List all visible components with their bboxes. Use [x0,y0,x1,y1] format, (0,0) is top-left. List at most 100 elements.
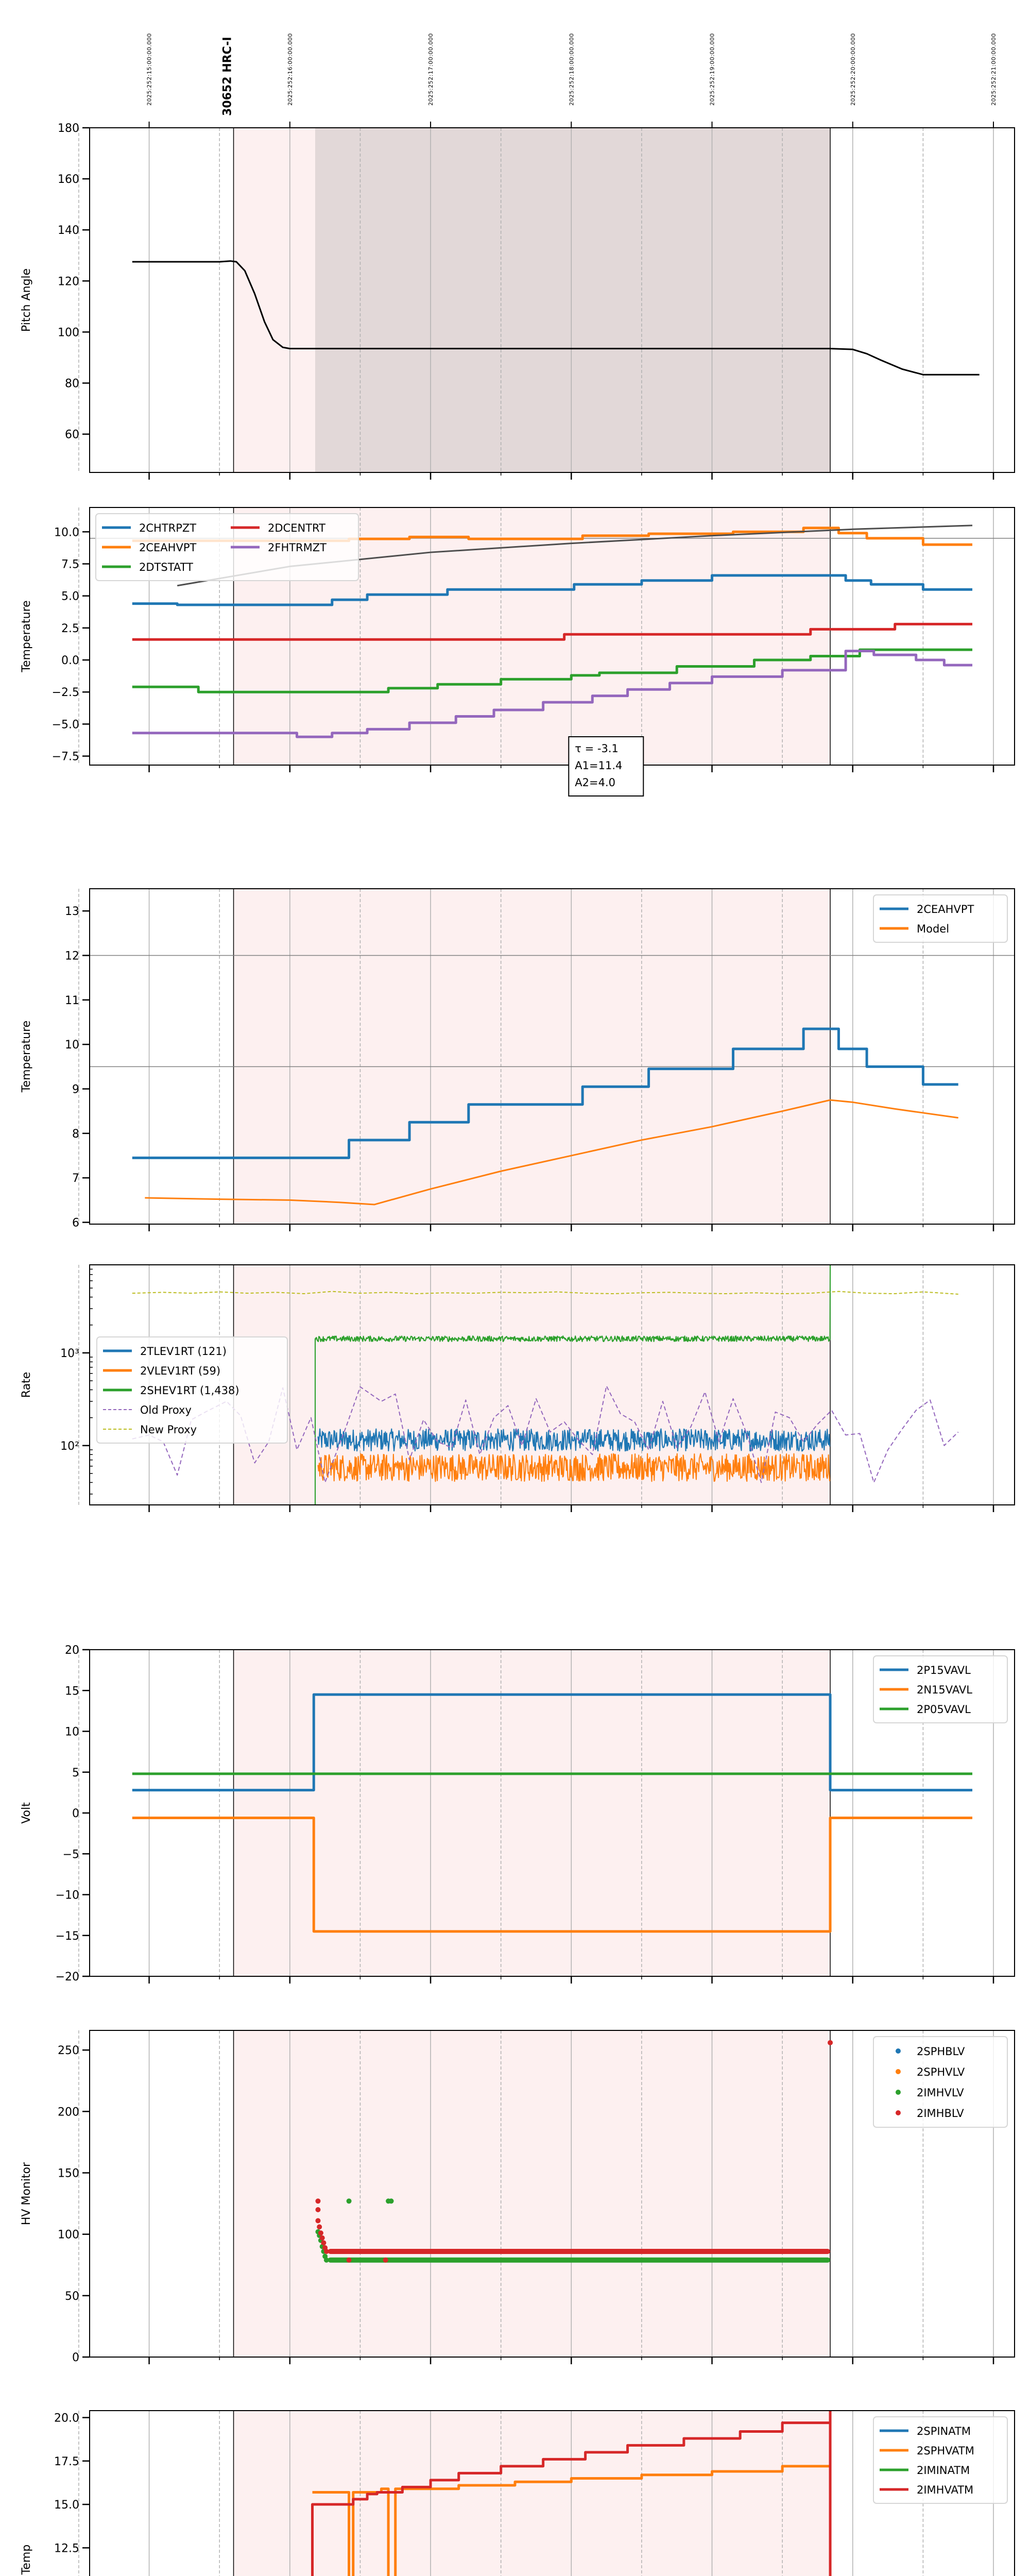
y-tick-label: −7.5 [52,751,79,764]
legend-label: 2SPHVATM [917,2445,974,2457]
y-tick-label: 200 [58,2106,79,2119]
legend-label: 2SPHBLV [917,2045,965,2058]
data-point [317,2224,322,2230]
series-line [145,1099,958,1206]
y-tick-label: 60 [65,429,79,442]
legend-label: 2N15VAVL [917,1684,972,1696]
y-tick-label: −5.0 [52,718,79,731]
point-cluster [328,2257,831,2263]
observation-shade [233,889,831,1224]
data-point [315,2218,321,2224]
point-cluster [328,2249,831,2255]
series-line [132,1817,973,1933]
y-tick-label: 15 [65,1685,79,1698]
annotation-box [568,736,644,796]
legend-label: 2IMHBLV [917,2107,964,2120]
data-point [315,2207,321,2212]
y-tick-label: 0.0 [61,654,79,667]
data-point [319,2235,325,2241]
legend-frame [95,513,359,581]
y-tick-label: −10 [56,1889,79,1902]
y-tick-label: 8 [72,1128,79,1141]
y-tick-label: 150 [58,2167,79,2180]
y-tick-label: 9 [72,1083,79,1096]
legend-label: 2DTSTATT [139,561,193,573]
y-axis-title: Detector Temp [20,2545,33,2576]
plot-area [132,1027,958,1206]
legend-label: 2P15VAVL [917,1664,971,1676]
y-tick-label: 180 [58,122,79,135]
legend: 2CEAHVPT Model [873,894,1008,943]
observation-label: 30652 HRC-I [221,37,234,116]
y-tick-label: 5.0 [61,590,79,603]
panel-temps: −7.5 −5.0 −2.5 0.0 2.5 5.0 7.5 10.0 Temperature 2… [20,507,1015,796]
legend-label: 2IMINATM [917,2464,970,2477]
legend-label: 2VLEV1RT (59) [140,1365,220,1377]
slew-shade [315,128,831,472]
y-tick-label: 11 [65,994,79,1007]
top-time-labels: 2025:252:15:00:00.000 2025:252:16:00:00.0… [146,33,997,116]
legend-marker [896,2110,901,2115]
y-tick-label: 7.5 [61,558,79,571]
y-tick-label: 120 [58,275,79,288]
legend-label: 2FHTRMZT [268,541,327,554]
plot-area [315,2040,833,2263]
series-line [311,2411,832,2576]
y-tick-label: 7 [72,1172,79,1185]
legend-label: 2CHTRPZT [139,522,196,534]
y-axis-title: Pitch Angle [20,268,33,332]
y-tick-label: 10.0 [54,526,79,539]
legend-marker [896,2069,901,2074]
y-tick-label: 10 [65,1039,79,1052]
y-axis-title: HV Monitor [20,2162,33,2225]
y-tick-label: 10 [65,1726,79,1739]
top-time-label: 2025:252:17:00:00.000 [427,33,434,106]
series-line [132,527,973,546]
legend-frame [873,2416,1008,2504]
top-time-label: 2025:252:18:00:00.000 [568,33,575,106]
data-point [383,2257,388,2263]
legend-label: 2P05VAVL [917,1703,971,1716]
y-tick-label: −5 [63,1848,79,1861]
legend-frame [873,2036,1008,2128]
legend-label: Model [917,923,949,935]
y-tick-label: 10³ [60,1347,79,1360]
axes-frame [89,2410,1015,2576]
y-tick-label: 160 [58,173,79,186]
y-tick-label: 100 [58,326,79,339]
y-tick-label: −2.5 [52,686,79,699]
series-line [132,622,973,641]
axes-frame [89,888,1015,1225]
data-point [346,2257,352,2263]
axes-frame [89,507,1015,766]
legend: 2SPHBLV 2SPHVLV 2IMHVLV 2IMHBLV [873,2036,1008,2128]
y-axis-title: Volt [20,1802,33,1824]
top-time-label: 2025:252:20:00:00.000 [850,33,856,106]
legend-label: 2SHEV1RT (1,438) [140,1384,239,1397]
y-tick-label: 50 [65,2290,79,2303]
y-axis-title: Temperature [20,1021,33,1093]
axes-frame [89,2030,1015,2358]
axes-frame [89,1264,1015,1505]
series-line [317,1428,831,1452]
series-line [312,2465,831,2576]
y-tick-label: −15 [56,1930,79,1943]
y-tick-label: 17.5 [54,2455,79,2468]
data-point [315,2198,321,2204]
top-time-label: 2025:252:15:00:00.000 [146,33,153,106]
series-line [132,1027,958,1159]
top-time-label: 2025:252:21:00:00.000 [990,33,997,106]
y-tick-label: 12 [65,950,79,963]
plot-area [132,260,980,376]
legend: 2CHTRPZT 2CEAHVPT 2DTSTATT 2DCENTRT 2FHTRMZT [95,513,359,581]
annotation-line: A1=11.4 [575,759,622,772]
panel-volts: −20−15−10−505101520Volt2P15VAVL2N15VAVL2… [20,1644,1015,1984]
data-point [388,2198,394,2204]
legend-marker [896,2090,901,2095]
y-tick-label: 20 [65,1644,79,1657]
legend-label: 2IMHVATM [917,2484,973,2496]
data-point [346,2198,352,2204]
fit-annotation: τ = -3.1 A1=11.4 A2=4.0 [568,736,644,796]
